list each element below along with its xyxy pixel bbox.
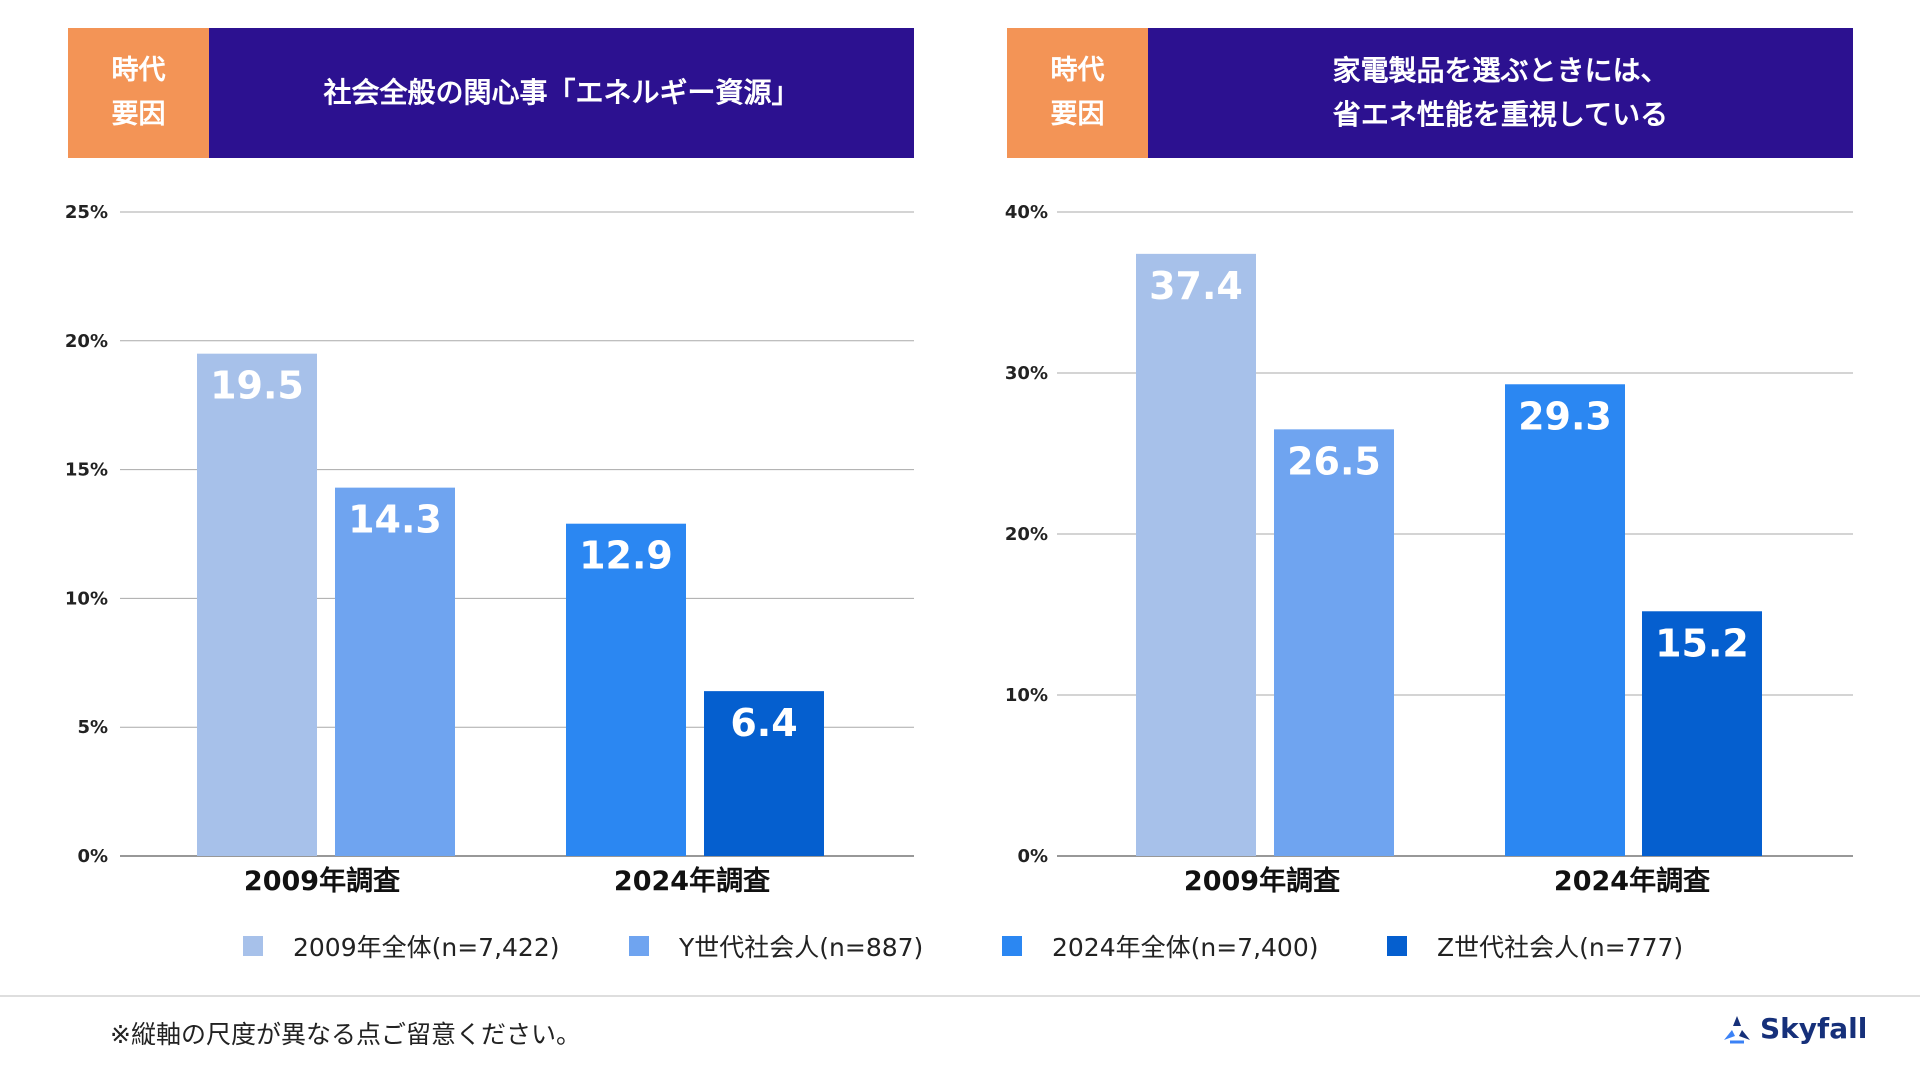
bar: [1136, 253, 1256, 857]
y-tick-label: 10%: [1005, 685, 1048, 706]
chart-legend: 2009年全体(n=7,422) Y世代社会人(n=887) 2024年全体(n…: [0, 928, 1920, 968]
left-tag-line1: 時代: [111, 55, 166, 86]
right-title-line2: 省エネ性能を重視している: [1332, 98, 1669, 131]
legend-item-y-generation: Y世代社会人(n=887): [629, 928, 923, 964]
legend-swatch: [1002, 936, 1022, 956]
left-title-line1: 社会全般の関心事「エネルギー資源」: [323, 76, 800, 109]
x-category-label: 2024年調査: [1554, 865, 1710, 897]
y-tick-label: 20%: [65, 331, 108, 352]
bar-value-label: 6.4: [730, 701, 797, 745]
bar: [335, 487, 455, 856]
bar-value-label: 19.5: [210, 364, 304, 408]
x-category-label: 2009年調査: [244, 865, 400, 897]
bar-value-label: 26.5: [1287, 439, 1381, 483]
y-tick-label: 0%: [77, 846, 108, 867]
footnote: ※縦軸の尺度が異なる点ご留意ください。: [110, 1020, 581, 1049]
left-bar-chart: 0% 5% 10% 15% 20% 25% 19.5 14.3 12.9 6.4 2009年調査 20…: [65, 202, 914, 897]
right-title-line1: 家電製品を選ぶときには、: [1332, 54, 1669, 87]
legend-label: 2009年全体(n=7,422): [293, 933, 560, 962]
brand-name: Skyfall: [1760, 1012, 1868, 1045]
y-tick-label: 0%: [1017, 846, 1048, 867]
brand-logo: Skyfall: [1720, 1012, 1867, 1045]
bar-value-label: 14.3: [348, 498, 442, 542]
bar-value-label: 15.2: [1655, 621, 1749, 665]
legend-swatch: [1387, 936, 1407, 956]
bar: [197, 353, 317, 856]
y-tick-label: 15%: [65, 460, 108, 481]
bar: [704, 691, 824, 856]
bar-value-label: 12.9: [579, 534, 673, 578]
x-category-label: 2009年調査: [1184, 865, 1340, 897]
y-tick-label: 5%: [77, 717, 108, 738]
x-category-label: 2024年調査: [614, 865, 770, 897]
bar: [1505, 384, 1625, 856]
right-bar-chart: 0% 10% 20% 30% 40% 37.4 26.5 29.3 15.2 2009年調査 202…: [1005, 202, 1853, 897]
right-category-tag: 時代 要因: [1007, 28, 1148, 158]
y-tick-label: 10%: [65, 588, 108, 609]
legend-item-z-generation: Z世代社会人(n=777): [1387, 928, 1683, 964]
legend-item-2009-all: 2009年全体(n=7,422): [243, 928, 560, 964]
bar-value-label: 37.4: [1149, 264, 1243, 308]
right-tag-line1: 時代: [1050, 55, 1105, 86]
right-panel-title: 家電製品を選ぶときには、 省エネ性能を重視している: [1148, 28, 1853, 158]
bar: [566, 523, 686, 856]
y-tick-label: 30%: [1005, 363, 1048, 384]
left-tag-line2: 要因: [111, 99, 166, 130]
right-panel-header: 時代 要因 家電製品を選ぶときには、 省エネ性能を重視している: [1007, 28, 1853, 158]
y-tick-label: 25%: [65, 202, 108, 223]
y-tick-label: 40%: [1005, 202, 1048, 223]
left-panel-header: 時代 要因 社会全般の関心事「エネルギー資源」: [68, 28, 914, 158]
legend-item-2024-all: 2024年全体(n=7,400): [1002, 928, 1319, 964]
legend-swatch: [629, 936, 649, 956]
legend-swatch: [243, 936, 263, 956]
legend-label: Y世代社会人(n=887): [679, 933, 924, 962]
left-category-tag: 時代 要因: [68, 28, 209, 158]
legend-label: 2024年全体(n=7,400): [1052, 933, 1319, 962]
bar: [1642, 611, 1762, 856]
bar-value-label: 29.3: [1518, 394, 1612, 438]
footer-divider: [0, 995, 1920, 997]
right-tag-line2: 要因: [1050, 99, 1105, 130]
y-tick-label: 20%: [1005, 524, 1048, 545]
bar: [1274, 429, 1394, 856]
left-panel-title: 社会全般の関心事「エネルギー資源」: [209, 28, 914, 158]
legend-label: Z世代社会人(n=777): [1437, 933, 1684, 962]
skyfall-logo-icon: [1724, 1015, 1750, 1043]
